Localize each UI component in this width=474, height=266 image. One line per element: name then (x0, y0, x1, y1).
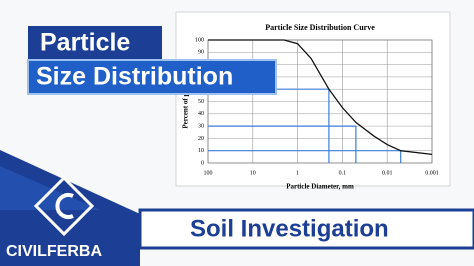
plot-area (207, 39, 433, 164)
x-tick-label: 1 (296, 170, 299, 176)
y-tick-label: 100 (195, 37, 204, 43)
decor-shape (0, 166, 100, 210)
logo-c (55, 193, 74, 219)
banner-line2: Size Distribution (36, 63, 233, 91)
y-tick-label: 30 (198, 123, 204, 129)
logo-diamond (33, 175, 95, 237)
y-axis-label: Percent of passing (182, 74, 190, 129)
chart-title: Particle Size Distribution Curve (265, 23, 375, 32)
x-tick-label: 100 (204, 170, 213, 176)
topic-box (138, 208, 474, 250)
banner-line1: Particle (40, 29, 130, 57)
y-tick-label: 40 (198, 111, 204, 117)
x-tick-label: 10 (250, 170, 256, 176)
chart-frame (175, 11, 451, 187)
logo (33, 175, 95, 237)
data-line (208, 39, 433, 156)
y-tick-label: 90 (198, 50, 204, 56)
y-tick-label: 50 (198, 99, 204, 105)
y-tick-label: 20 (198, 136, 204, 142)
brand: CIVILFERBA (6, 243, 102, 260)
x-tick-label: 0.01 (382, 170, 393, 176)
banner-box (27, 59, 277, 95)
x-axis-label: Particle Diameter, mm (286, 183, 354, 191)
y-tick-label: 10 (198, 148, 204, 154)
topic: Soil Investigation (190, 215, 389, 242)
y-tick-label: 0 (201, 160, 204, 166)
x-tick-label: 0.001 (425, 170, 439, 176)
x-tick-label: 0.1 (339, 170, 347, 176)
banner-box (28, 26, 162, 60)
